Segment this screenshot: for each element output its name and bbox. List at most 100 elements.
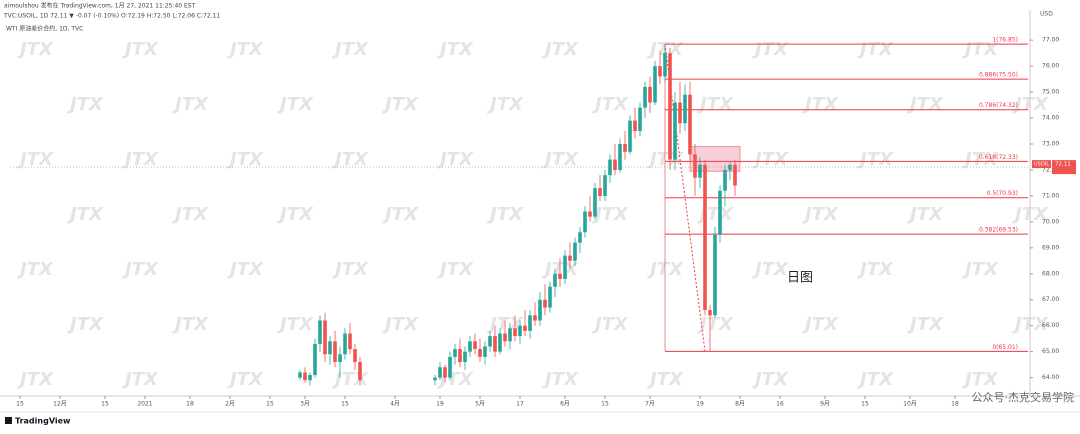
- y-tick-label: 69.00: [1042, 244, 1059, 251]
- x-tick-label: 10月: [903, 401, 917, 408]
- watermark: JTX: [697, 204, 734, 225]
- watermark: JTX: [67, 94, 104, 115]
- candle-body: [733, 164, 737, 186]
- symbol-label: USOIL: [1034, 162, 1049, 168]
- candle-body: [538, 299, 542, 321]
- candle-body: [683, 94, 687, 124]
- x-tick-label: 19: [696, 401, 704, 408]
- candle-body: [708, 310, 712, 316]
- logo-text: TradingView: [15, 417, 71, 426]
- candle-body: [713, 234, 717, 316]
- candle-body: [333, 341, 337, 363]
- x-tick-label: 15: [341, 401, 349, 408]
- y-tick-label: 68.00: [1042, 270, 1059, 277]
- symbol-tag: [1032, 160, 1051, 169]
- candle-body: [573, 242, 577, 261]
- x-tick-label: 17: [516, 401, 524, 408]
- candle-body: [588, 211, 592, 217]
- x-tick-label: 12月: [53, 401, 67, 408]
- watermark: JTX: [857, 39, 894, 60]
- watermark: JTX: [437, 369, 474, 390]
- candle-body: [693, 154, 697, 178]
- y-tick-label: 72.00: [1042, 166, 1059, 173]
- watermark: JTX: [382, 94, 419, 115]
- watermark: JTX: [487, 94, 524, 115]
- candle-body: [548, 286, 552, 308]
- candle-body: [508, 328, 512, 342]
- watermark: JTX: [437, 39, 474, 60]
- candle-body: [483, 346, 487, 357]
- watermark: JTX: [962, 259, 999, 280]
- y-tick-label: 75.00: [1042, 89, 1059, 96]
- x-tick-label: 2月: [225, 401, 235, 408]
- watermark: JTX: [17, 39, 54, 60]
- watermark: JTX: [332, 39, 369, 60]
- last-price-label: 72.11: [1055, 162, 1071, 168]
- watermark: JTX: [17, 259, 54, 280]
- candle-body: [673, 102, 677, 160]
- y-tick-label: 74.00: [1042, 115, 1059, 122]
- watermark: JTX: [332, 369, 369, 390]
- candle-body: [448, 356, 452, 378]
- candle-body: [498, 333, 502, 352]
- watermark: JTX: [122, 149, 159, 170]
- watermark: JTX: [487, 204, 524, 225]
- candle-body: [568, 255, 572, 261]
- candle-body: [723, 169, 727, 191]
- watermark: JTX: [752, 259, 789, 280]
- candle-body: [308, 375, 312, 381]
- candle-body: [543, 299, 547, 308]
- candle-body: [493, 336, 497, 352]
- watermark: JTX: [907, 204, 944, 225]
- candle-body: [343, 333, 347, 355]
- fib-label: 0.5(70.93): [987, 190, 1018, 197]
- candle-body: [703, 164, 707, 311]
- candle-body: [513, 328, 517, 337]
- fib-label: 0(65.01): [992, 344, 1018, 351]
- watermark: JTX: [332, 149, 369, 170]
- watermark: JTX: [802, 94, 839, 115]
- watermark: JTX: [542, 149, 579, 170]
- candle-body: [488, 336, 492, 347]
- x-tick-label: 9月: [820, 401, 830, 408]
- watermark: JTX: [857, 259, 894, 280]
- tradingview-logo: TradingView: [5, 417, 71, 426]
- watermark: JTX: [382, 314, 419, 335]
- fib-label: 1(76.85): [992, 37, 1018, 44]
- candle-body: [638, 107, 642, 132]
- candle-body: [593, 188, 597, 217]
- candle-body: [553, 273, 557, 287]
- y-tick-label: 77.00: [1042, 37, 1059, 44]
- candle-body: [563, 255, 567, 279]
- watermark: JTX: [907, 94, 944, 115]
- footer-watermark: 公众号·杰克交易学院: [972, 390, 1075, 404]
- watermark: JTX: [802, 204, 839, 225]
- fib-label: 0.618(72.33): [979, 154, 1018, 161]
- watermark: JTX: [697, 94, 734, 115]
- watermark: JTX: [802, 314, 839, 335]
- x-tick-label: 3月: [300, 401, 310, 408]
- currency: USD: [1040, 11, 1053, 18]
- candle-body: [613, 159, 617, 170]
- x-tick-label: 8月: [735, 401, 745, 408]
- header-symbol: WTI 原油差价合约, 1D, TVC: [6, 25, 83, 33]
- candle-body: [578, 232, 582, 243]
- x-tick-label: 5月: [475, 401, 485, 408]
- watermark: JTX: [857, 149, 894, 170]
- watermarks: JTX JTX JTX JTX JTX JTX JTX JTX JTX JTX JTX JTX JTX J…: [17, 39, 1049, 390]
- last-price-tag: [1052, 160, 1076, 175]
- x-tick-label: 2021: [137, 401, 152, 408]
- candle-body: [298, 372, 302, 378]
- watermark: JTX: [172, 204, 209, 225]
- candle-body: [528, 315, 532, 331]
- candle-body: [323, 320, 327, 355]
- watermark: JTX: [172, 94, 209, 115]
- watermark: JTX: [962, 149, 999, 170]
- watermark: JTX: [227, 39, 264, 60]
- x-tick-label: 15: [601, 401, 609, 408]
- x-tick-label: 7月: [645, 401, 655, 408]
- candle-body: [468, 341, 472, 352]
- watermark: JTX: [437, 149, 474, 170]
- candle-body: [313, 343, 317, 376]
